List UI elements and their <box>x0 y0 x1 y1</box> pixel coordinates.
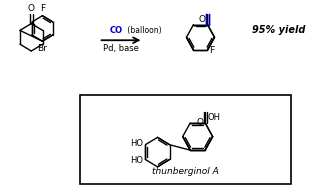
Text: Br: Br <box>37 44 47 53</box>
Text: 95% yield: 95% yield <box>252 25 305 35</box>
Text: thunberginol A: thunberginol A <box>152 167 219 176</box>
Text: OH: OH <box>207 113 220 122</box>
Text: HO: HO <box>131 156 143 165</box>
Text: O: O <box>28 4 35 13</box>
Text: Pd, base: Pd, base <box>103 44 139 53</box>
Text: (balloon): (balloon) <box>125 26 161 35</box>
Text: O: O <box>196 118 203 127</box>
Text: F: F <box>40 4 45 13</box>
Text: HO: HO <box>131 139 143 148</box>
Text: O: O <box>199 15 206 24</box>
Text: CO: CO <box>110 26 123 35</box>
Bar <box>80 95 291 184</box>
Text: F: F <box>209 46 214 55</box>
